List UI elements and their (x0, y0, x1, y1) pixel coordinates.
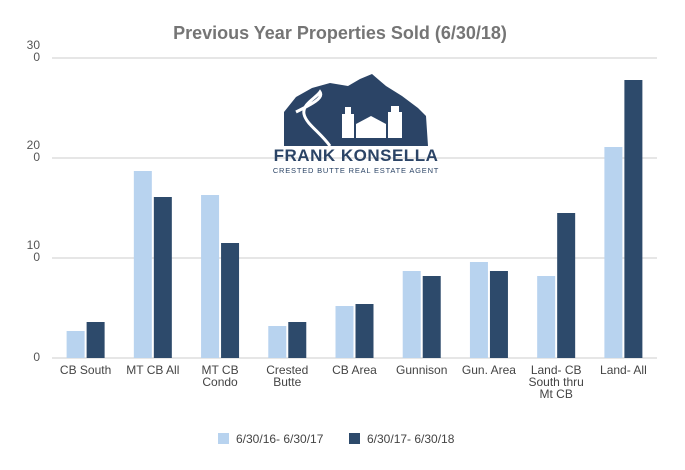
chart-title: Previous Year Properties Sold (6/30/18) (173, 23, 507, 43)
bar (86, 322, 105, 358)
bar (335, 306, 354, 358)
y-tick-label: 10 0 (27, 238, 41, 264)
logo-name-text: FRANK KONSELLA (274, 146, 439, 165)
y-tick-label: 0 (33, 350, 40, 364)
legend-swatch (218, 433, 229, 444)
x-tick-label: CB South (60, 363, 111, 377)
bars (66, 80, 643, 358)
bar (624, 80, 643, 358)
bar (355, 304, 374, 358)
bar (537, 276, 556, 358)
bar (469, 262, 488, 358)
y-tick-label: 20 0 (27, 138, 41, 164)
legend-swatch (349, 433, 360, 444)
bar (153, 197, 172, 358)
x-tick-label: Gun. Area (462, 363, 516, 377)
bar (604, 147, 623, 358)
bar (557, 213, 576, 358)
y-axis-ticks: 0 10 0 20 0 30 0 (27, 38, 41, 364)
bar (268, 326, 287, 358)
logo-tagline-text: CRESTED BUTTE REAL ESTATE AGENT (273, 166, 439, 175)
legend-label: 6/30/16- 6/30/17 (236, 432, 324, 446)
bar (402, 271, 421, 358)
legend: 6/30/16- 6/30/17 6/30/17- 6/30/18 (218, 432, 455, 446)
legend-item: 6/30/16- 6/30/17 (218, 432, 324, 446)
bar (221, 243, 240, 358)
bar (201, 195, 220, 358)
legend-label: 6/30/17- 6/30/18 (367, 432, 455, 446)
x-axis-ticks: CB South MT CB All MT CB Condo Crested Butte C… (60, 363, 647, 401)
x-tick-label: Land- All (600, 363, 647, 377)
bar (489, 271, 508, 358)
x-tick-label: MT CB Condo (201, 363, 238, 389)
buildings-logo-icon (342, 106, 402, 138)
x-tick-label: Crested Butte (266, 363, 308, 389)
legend-item: 6/30/17- 6/30/18 (349, 432, 455, 446)
y-tick-label: 30 0 (27, 38, 41, 64)
bar (133, 171, 152, 358)
x-tick-label: Land- CB South thru Mt CB (528, 363, 583, 401)
x-tick-label: CB Area (332, 363, 377, 377)
gridlines (52, 57, 657, 359)
frank-konsella-logo: FRANK KONSELLA CRESTED BUTTE REAL ESTATE… (273, 74, 439, 175)
bar (66, 331, 85, 358)
bar (422, 276, 441, 358)
bar (288, 322, 307, 358)
x-tick-label: MT CB All (126, 363, 179, 377)
x-tick-label: Gunnison (396, 363, 447, 377)
road-logo-icon (295, 89, 332, 147)
